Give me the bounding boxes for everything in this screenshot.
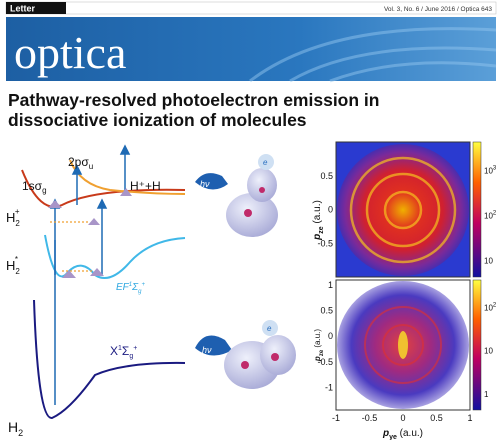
x-tick-label: 0 <box>400 413 405 423</box>
y-axis-label: pze (a.u.) <box>313 329 325 362</box>
heatmap-top <box>335 141 482 278</box>
curve-label: 1sσg <box>22 179 47 195</box>
colorbar-base: 10 <box>484 347 493 356</box>
y-tick-label: 0.5 <box>320 306 333 316</box>
colorbar-label: 10 <box>484 257 493 266</box>
colorbar-base: 10 <box>484 257 493 266</box>
title-line: Pathway-resolved photoelectron emission … <box>8 90 379 110</box>
colorbar-exponent: 2 <box>493 211 497 217</box>
curve-label: H2+ <box>6 207 20 228</box>
ground-curve <box>33 299 186 419</box>
colorbar-base: 10 <box>484 303 493 312</box>
x-tick-label: -1 <box>332 413 340 423</box>
colorbar-base: 10 <box>484 212 493 221</box>
dashed-arrows <box>50 221 92 272</box>
heatmap-bottom <box>335 279 482 411</box>
curve-label: H2 <box>8 419 23 438</box>
y-axis-label: pze (a.u.) <box>312 200 325 241</box>
photon-label: hν <box>202 345 212 355</box>
curve-label: EF1Σg+ <box>116 282 145 295</box>
molecule-top: hν e <box>195 154 278 237</box>
colorbar-exponent: 3 <box>493 166 497 172</box>
colorbar-base: 1 <box>484 390 489 399</box>
photon-label: hν <box>200 179 210 189</box>
molecule-bottom: hν e <box>195 320 296 389</box>
journal-name: optica <box>14 27 126 78</box>
x-axis-label: pye (a.u.) <box>382 428 423 440</box>
colorbar-label: 10 <box>484 347 493 356</box>
colorbar-exponent: 2 <box>493 302 497 308</box>
colorbar-label: 1 <box>484 390 489 399</box>
colorbar-label: 102 <box>484 302 497 312</box>
title-line: dissociative ionization of molecules <box>8 110 307 130</box>
header-label: Letter <box>10 4 36 14</box>
electron-label: e <box>267 324 272 333</box>
colorbar-label: 102 <box>484 211 497 221</box>
y-tick-label: -0.5 <box>317 238 333 248</box>
potential-diagram <box>21 159 186 419</box>
y-tick-label: -1 <box>325 382 333 392</box>
curve-label: 2pσu <box>68 155 93 171</box>
wavepackets <box>48 188 132 278</box>
y-tick-label: 0 <box>328 205 333 215</box>
banner-swirl <box>249 27 497 83</box>
curve-label: H2* <box>6 255 20 276</box>
curve-label: H⁺+H <box>130 179 161 193</box>
ion-curve <box>21 169 186 208</box>
header-info: Vol. 3, No. 6 / June 2016 / Optica 643 <box>384 6 492 13</box>
header-label-box <box>6 2 66 14</box>
x-tick-label: -0.5 <box>362 413 378 423</box>
y-tick-label: 1 <box>328 280 333 290</box>
y-tick-label: 0 <box>328 331 333 341</box>
curve-label: X1Σg+ <box>110 344 137 360</box>
x-tick-label: 1 <box>467 413 472 423</box>
electron-label: e <box>263 158 268 167</box>
transition-arrows <box>49 144 131 405</box>
colorbar-base: 10 <box>484 167 493 176</box>
x-tick-label: 0.5 <box>430 413 443 423</box>
colorbar-label: 103 <box>484 166 497 176</box>
y-tick-label: 0.5 <box>320 171 333 181</box>
y-tick-label: -0.5 <box>317 357 333 367</box>
